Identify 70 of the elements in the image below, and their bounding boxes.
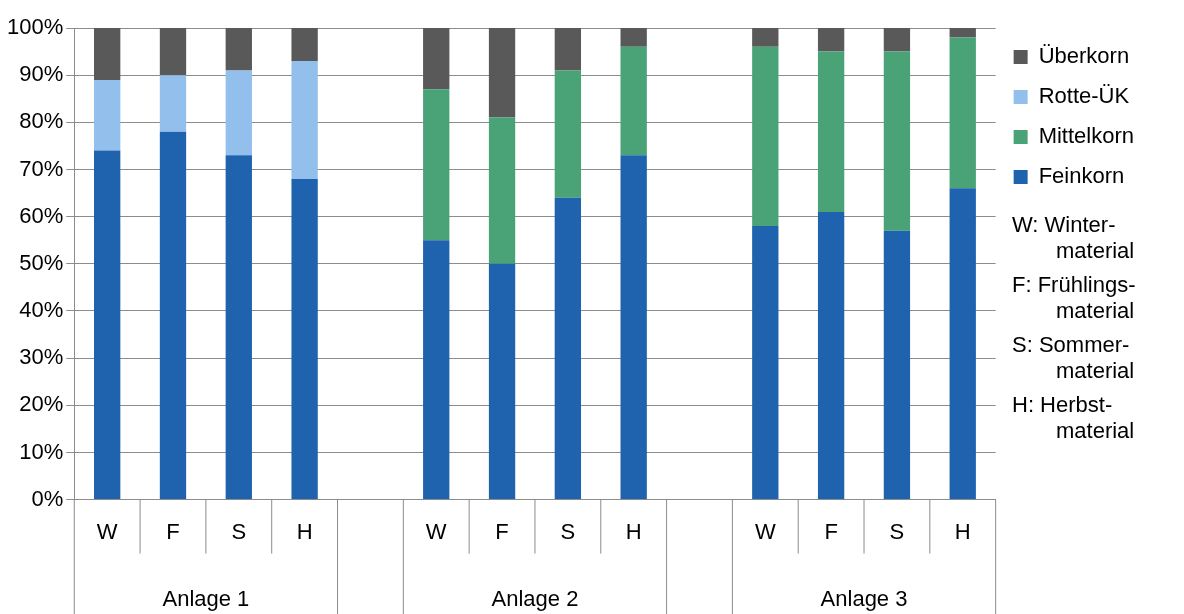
bar — [488, 28, 516, 118]
x-tick-label: H — [296, 518, 313, 544]
x-tick-label: W — [754, 518, 776, 544]
legend-label: Feinkorn — [1038, 163, 1125, 189]
bar — [883, 51, 911, 231]
text: H: Herbst-material — [1012, 392, 1136, 444]
bar — [949, 37, 976, 189]
bar — [883, 28, 911, 52]
bar — [94, 150, 121, 500]
x-tick-label: S — [560, 518, 576, 544]
bar — [225, 70, 252, 156]
bar — [225, 155, 252, 500]
bar — [94, 28, 121, 80]
bar — [554, 28, 582, 71]
text: F: Frühlings-material — [1012, 272, 1137, 324]
bar — [225, 28, 252, 71]
x-tick-label: H — [954, 518, 971, 544]
bar — [883, 230, 911, 500]
y-tick-label: 0% — [31, 485, 64, 511]
y-tick-label: 70% — [19, 155, 64, 181]
bar — [291, 178, 318, 500]
bar — [554, 70, 582, 198]
y-tick-label: 30% — [19, 344, 64, 370]
bar — [752, 46, 779, 227]
bar — [620, 155, 647, 500]
bar — [620, 46, 647, 156]
y-tick-label: 60% — [19, 202, 64, 228]
x-tick-label: W — [96, 518, 118, 544]
bar — [554, 197, 582, 500]
text: Anlage 2 — [491, 586, 579, 612]
bar — [752, 226, 779, 500]
y-tick-label: 90% — [19, 61, 64, 87]
y-tick-label: 10% — [19, 438, 64, 464]
bar — [423, 240, 450, 500]
text: S: Sommer-material — [1012, 332, 1136, 384]
y-tick-label: 80% — [19, 108, 64, 134]
bar — [752, 28, 779, 47]
legend-label: Überkorn — [1038, 43, 1130, 69]
x-tick-label: S — [231, 518, 247, 544]
bar — [817, 28, 845, 52]
legend-label: Rotte-ÜK — [1038, 83, 1130, 109]
legend-label: Mittelkorn — [1038, 123, 1134, 149]
bar — [488, 117, 516, 264]
text: Anlage 3 — [820, 586, 908, 612]
text: Anlage 1 — [162, 586, 250, 612]
y-tick-label: 20% — [19, 391, 64, 417]
bar — [949, 28, 976, 38]
bar — [159, 131, 187, 500]
x-tick-label: H — [625, 518, 642, 544]
bar — [159, 75, 187, 132]
y-tick-label: 50% — [19, 249, 64, 275]
bar — [817, 211, 845, 500]
x-tick-label: F — [166, 518, 180, 544]
bar — [488, 263, 516, 500]
bar — [291, 28, 318, 62]
bar — [159, 28, 187, 76]
y-tick-label: 100% — [6, 14, 64, 40]
x-tick-label: F — [824, 518, 838, 544]
bar — [423, 28, 450, 90]
x-tick-label: F — [495, 518, 509, 544]
bar — [423, 89, 450, 241]
bar — [94, 79, 121, 151]
bar — [620, 28, 647, 47]
bar — [949, 188, 976, 500]
text: W: Winter-material — [1012, 212, 1136, 264]
x-tick-label: S — [889, 518, 905, 544]
bar — [817, 51, 845, 212]
y-tick-label: 40% — [19, 297, 64, 323]
x-tick-label: W — [425, 518, 447, 544]
bar — [291, 61, 318, 179]
